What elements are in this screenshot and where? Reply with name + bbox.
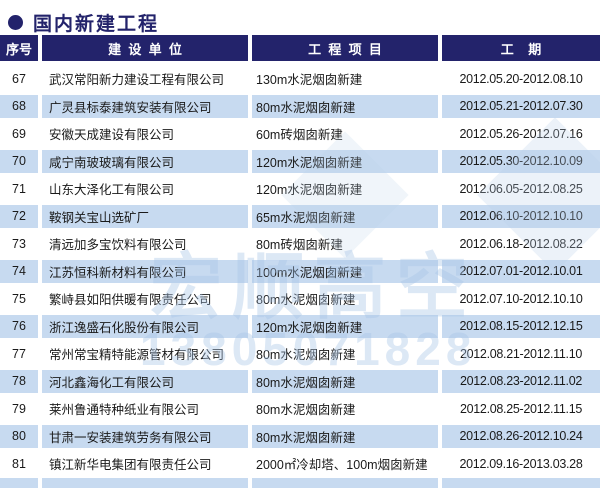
row-number: 76 [0,314,38,338]
company-cell: 镇江新华电集团有限责任公司 [49,458,212,473]
period-cell: 2012.05.26-2012.07.16 [459,126,583,141]
company-cell: 江苏恒科新材料有限公司 [42,259,248,283]
row-number: 79 [12,401,26,416]
project-cell: 65m水泥烟囱新建 [252,204,438,228]
table-row: 67 武汉常阳新力建设工程有限公司 130m水泥烟囱新建 2012.05.20-201… [0,65,600,93]
project-cell: 80m水泥烟囱新建 [256,293,356,308]
company-cell: 莱州鲁通特种纸业有限公司 [49,403,200,418]
project-cell: 80m砖烟囱新建 [256,238,343,253]
table-row: 71 山东大泽化工有限公司 120m水泥烟囱新建 2012.06.05-2012.08… [0,175,600,203]
header-project: 工 程 项 目 [252,35,438,61]
partial-cell [442,477,600,488]
period-cell: 2012.08.23-2012.11.02 [442,369,600,393]
header-company: 建 设 单 位 [42,35,248,61]
row-number: 69 [12,126,26,141]
row-number: 78 [0,369,38,393]
page-title: 国内新建工程 [33,13,160,35]
table-row: 69 安徽天成建设有限公司 60m砖烟囱新建 2012.05.26-2012.07.1… [0,120,600,148]
period-cell: 2012.06.10-2012.10.10 [442,204,600,228]
company-cell: 山东大泽化工有限公司 [49,183,175,198]
row-number: 71 [12,181,26,196]
period-cell: 2012.06.18-2012.08.22 [459,236,583,251]
project-cell: 120m水泥烟囱新建 [252,314,438,338]
period-cell: 2012.08.15-2012.12.15 [442,314,600,338]
partial-cell [0,477,38,488]
table-row: 74 江苏恒科新材料有限公司 100m水泥烟囱新建 2012.07.01-2012.1… [0,258,600,286]
table-row: 73 清远加多宝饮料有限公司 80m砖烟囱新建 2012.06.18-2012.08.… [0,230,600,258]
project-cell: 80m水泥烟囱新建 [252,424,438,448]
table-row: 76 浙江逸盛石化股份有限公司 120m水泥烟囱新建 2012.08.15-2012.… [0,313,600,341]
row-number: 80 [0,424,38,448]
project-cell: 60m砖烟囱新建 [256,128,343,143]
company-cell: 广灵县标泰建筑安装有限公司 [42,94,248,118]
row-number: 77 [12,346,26,361]
period-cell: 2012.05.30-2012.10.09 [442,149,600,173]
project-cell: 100m水泥烟囱新建 [252,259,438,283]
table-row: 79 莱州鲁通特种纸业有限公司 80m水泥烟囱新建 2012.08.25-2012.1… [0,395,600,423]
table-row: 77 常州常宝精特能源管材有限公司 80m水泥烟囱新建 2012.08.21-2012… [0,340,600,368]
table-row: 72 鞍钢关宝山选矿厂 65m水泥烟囱新建 2012.06.10-2012.10.10 [0,203,600,231]
company-cell: 武汉常阳新力建设工程有限公司 [49,73,225,88]
period-cell: 2012.05.20-2012.08.10 [459,71,583,86]
period-cell: 2012.05.21-2012.07.30 [442,94,600,118]
table-row: 78 河北鑫海化工有限公司 80m水泥烟囱新建 2012.08.23-2012.11.… [0,368,600,396]
row-number: 72 [0,204,38,228]
row-number: 70 [0,149,38,173]
period-cell: 2012.08.25-2012.11.15 [459,401,583,416]
table-row: 81 镇江新华电集团有限责任公司 2000㎡冷却塔、100m烟囱新建 2012.09.… [0,450,600,478]
row-number: 75 [12,291,26,306]
row-number: 81 [12,456,26,471]
partial-cell [252,477,438,488]
company-cell: 甘肃一安装建筑劳务有限公司 [42,424,248,448]
period-cell: 2012.07.01-2012.10.01 [442,259,600,283]
table-row: 75 繁峙县如阳供暖有限责任公司 80m水泥烟囱新建 2012.07.10-2012.… [0,285,600,313]
period-cell: 2012.06.05-2012.08.25 [459,181,583,196]
company-cell: 河北鑫海化工有限公司 [42,369,248,393]
table-body: 67 武汉常阳新力建设工程有限公司 130m水泥烟囱新建 2012.05.20-201… [0,65,600,478]
project-cell: 80m水泥烟囱新建 [252,369,438,393]
company-cell: 鞍钢关宝山选矿厂 [42,204,248,228]
projects-table: 序号 建 设 单 位 工 程 项 目 工 期 67 武汉常阳新力建设工程有限公司 1… [0,35,600,488]
company-cell: 安徽天成建设有限公司 [49,128,175,143]
company-cell: 清远加多宝饮料有限公司 [49,238,187,253]
partial-cell [42,477,248,488]
row-number: 67 [12,71,26,86]
row-number: 73 [12,236,26,251]
row-number: 74 [0,259,38,283]
header-period: 工 期 [442,35,600,61]
table-row: 80 甘肃一安装建筑劳务有限公司 80m水泥烟囱新建 2012.08.26-2012.… [0,423,600,451]
page-header: 国内新建工程 [0,0,600,35]
table-row: 70 咸宁南玻玻璃有限公司 120m水泥烟囱新建 2012.05.30-2012.10… [0,148,600,176]
period-cell: 2012.08.26-2012.10.24 [442,424,600,448]
project-cell: 120m水泥烟囱新建 [256,183,363,198]
period-cell: 2012.09.16-2013.03.28 [459,456,583,471]
header-seq: 序号 [0,35,38,61]
company-cell: 咸宁南玻玻璃有限公司 [42,149,248,173]
period-cell: 2012.08.21-2012.11.10 [459,346,583,361]
project-cell: 2000㎡冷却塔、100m烟囱新建 [256,458,428,473]
project-cell: 120m水泥烟囱新建 [252,149,438,173]
bullet-icon [8,14,23,30]
project-cell: 80m水泥烟囱新建 [252,94,438,118]
company-cell: 浙江逸盛石化股份有限公司 [42,314,248,338]
next-row-partial [0,477,600,488]
table-row: 68 广灵县标泰建筑安装有限公司 80m水泥烟囱新建 2012.05.21-2012.… [0,93,600,121]
project-cell: 130m水泥烟囱新建 [256,73,363,88]
row-number: 68 [0,94,38,118]
company-cell: 常州常宝精特能源管材有限公司 [49,348,225,363]
project-cell: 80m水泥烟囱新建 [256,348,356,363]
company-cell: 繁峙县如阳供暖有限责任公司 [49,293,212,308]
table-header-row: 序号 建 设 单 位 工 程 项 目 工 期 [0,35,600,61]
project-cell: 80m水泥烟囱新建 [256,403,356,418]
period-cell: 2012.07.10-2012.10.10 [459,291,583,306]
